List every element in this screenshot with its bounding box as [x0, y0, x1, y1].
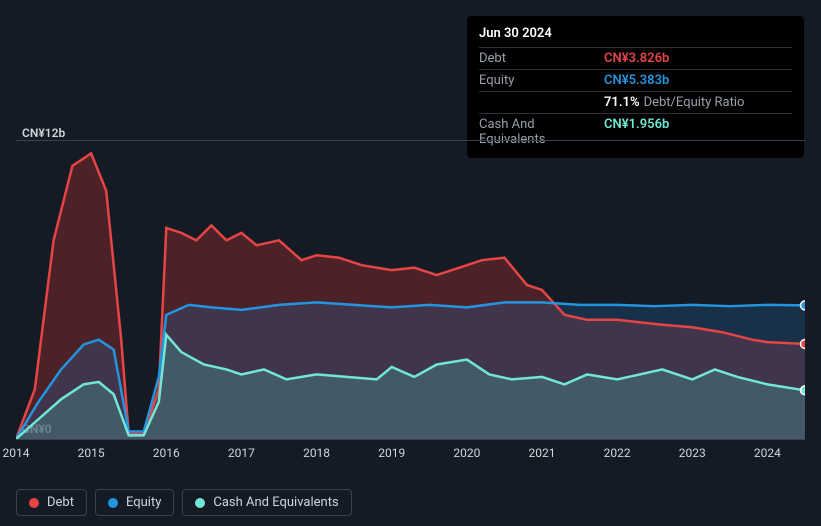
x-tick: 2015 — [78, 446, 105, 460]
x-tick: 2017 — [228, 446, 255, 460]
legend-label: Debt — [47, 495, 74, 510]
legend-swatch-icon — [108, 498, 118, 508]
chart-tooltip: Jun 30 2024 Debt CN¥3.826b Equity CN¥5.3… — [467, 16, 804, 158]
tooltip-ratio-pct: 71.1% — [604, 95, 640, 110]
x-tick: 2024 — [754, 446, 781, 460]
x-tick: 2019 — [378, 446, 405, 460]
x-tick: 2022 — [604, 446, 631, 460]
x-tick: 2014 — [3, 446, 30, 460]
legend-swatch-icon — [29, 498, 39, 508]
legend-swatch-icon — [195, 498, 205, 508]
tooltip-ratio-label: Debt/Equity Ratio — [644, 95, 745, 110]
chart-plot[interactable] — [16, 140, 805, 440]
tooltip-row-equity: Equity CN¥5.383b — [479, 69, 792, 91]
tooltip-row-debt: Debt CN¥3.826b — [479, 47, 792, 69]
chart-legend: Debt Equity Cash And Equivalents — [16, 489, 352, 516]
x-tick: 2020 — [453, 446, 480, 460]
tooltip-value-equity: CN¥5.383b — [604, 73, 669, 88]
x-tick: 2021 — [529, 446, 556, 460]
legend-label: Cash And Equivalents — [213, 495, 338, 510]
x-tick: 2023 — [679, 446, 706, 460]
x-tick: 2016 — [153, 446, 180, 460]
chart-container: CN¥12b CN¥0 2014201520162017201820192020… — [16, 140, 805, 466]
tooltip-row-ratio: 71.1% Debt/Equity Ratio — [479, 91, 792, 113]
x-tick: 2018 — [303, 446, 330, 460]
end-dot-cash — [801, 386, 806, 395]
tooltip-label: Equity — [479, 73, 604, 88]
spacer — [479, 95, 604, 110]
legend-item-cash[interactable]: Cash And Equivalents — [182, 489, 351, 516]
end-dot-equity — [801, 301, 806, 310]
chart-svg — [16, 141, 805, 439]
tooltip-value-debt: CN¥3.826b — [604, 51, 669, 66]
tooltip-label: Debt — [479, 51, 604, 66]
y-axis-top-label: CN¥12b — [22, 126, 65, 140]
x-axis: 2014201520162017201820192020202120222023… — [16, 446, 805, 466]
end-dot-debt — [801, 339, 806, 348]
legend-item-equity[interactable]: Equity — [95, 489, 174, 516]
legend-label: Equity — [126, 495, 161, 510]
tooltip-date: Jun 30 2024 — [479, 24, 792, 47]
legend-item-debt[interactable]: Debt — [16, 489, 87, 516]
